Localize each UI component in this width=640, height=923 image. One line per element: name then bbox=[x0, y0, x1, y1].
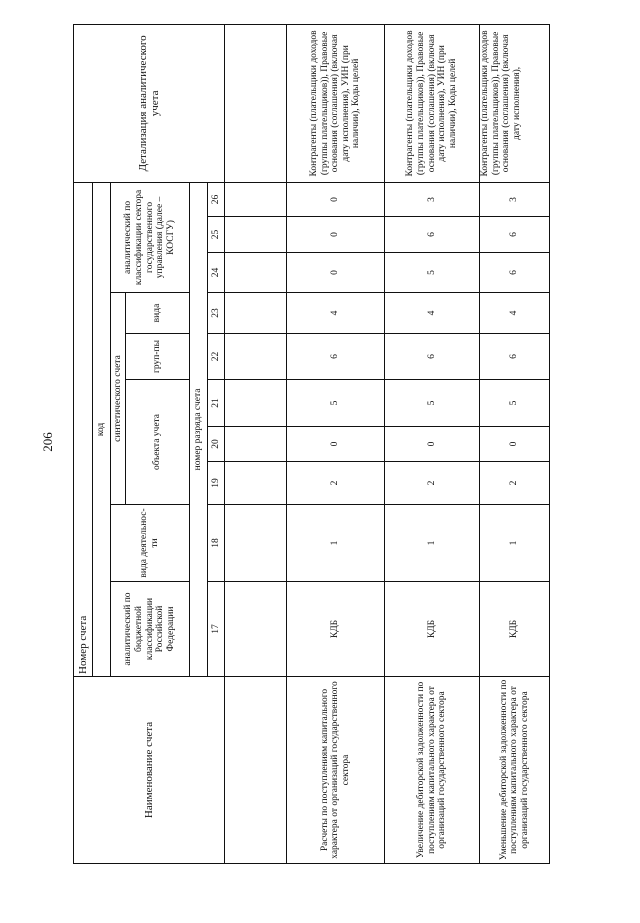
cell-18: 1 bbox=[286, 504, 385, 582]
cell-20: 0 bbox=[384, 426, 480, 462]
row-name: Увеличение дебиторской задолженности по … bbox=[384, 676, 480, 864]
header-kind: вида bbox=[125, 292, 190, 334]
table-row: Расчеты по поступлениям капитального хар… bbox=[286, 24, 385, 864]
cell-25: 6 bbox=[384, 216, 480, 253]
digit-24: 24 bbox=[207, 252, 225, 293]
cell-22: 6 bbox=[286, 333, 385, 380]
accounts-table: Наименование счета Номер счета Детализац… bbox=[73, 24, 550, 864]
cell-21: 5 bbox=[286, 379, 385, 427]
header-group: груп-пы bbox=[125, 333, 190, 380]
cell-17: КДБ bbox=[286, 581, 385, 677]
digit-21: 21 bbox=[207, 379, 225, 427]
cell-26: 3 bbox=[479, 182, 550, 217]
cell-21: 5 bbox=[479, 379, 550, 427]
cell-19: 2 bbox=[479, 461, 550, 505]
cell-21: 5 bbox=[384, 379, 480, 427]
cell-18: 1 bbox=[384, 504, 480, 582]
cell-23: 4 bbox=[384, 292, 480, 334]
digit-22: 22 bbox=[207, 333, 225, 380]
row-detail: Контрагенты (плательщики доходов (группы… bbox=[479, 24, 550, 183]
cell-26: 3 bbox=[384, 182, 480, 217]
cell-23: 4 bbox=[286, 292, 385, 334]
cell-25: 0 bbox=[286, 216, 385, 253]
digit-19: 19 bbox=[207, 461, 225, 505]
digit-23: 23 bbox=[207, 292, 225, 334]
row-detail: Контрагенты (плательщики доходов (группы… bbox=[286, 24, 385, 183]
cell-23: 4 bbox=[479, 292, 550, 334]
row-detail: Контрагенты (плательщики доходов (группы… bbox=[384, 24, 480, 183]
cell-24: 5 bbox=[384, 252, 480, 293]
header-kosgu: аналитический по классификации сектора г… bbox=[110, 182, 190, 293]
header-digit-number: номер разряда счета bbox=[189, 182, 208, 677]
cell-22: 6 bbox=[479, 333, 550, 380]
cell-26: 0 bbox=[286, 182, 385, 217]
page-number: 206 bbox=[40, 432, 55, 452]
header-activity-type: вида деятельнос-ти bbox=[110, 504, 190, 582]
cell-18: 1 bbox=[479, 504, 550, 582]
cell-22: 6 bbox=[384, 333, 480, 380]
table-row: Увеличение дебиторской задолженности по … bbox=[384, 24, 480, 864]
digit-18: 18 bbox=[207, 504, 225, 582]
table-row: Уменьшение дебиторской задолженности по … bbox=[479, 24, 550, 864]
cell-17: КДБ bbox=[479, 581, 550, 677]
cell-19: 2 bbox=[286, 461, 385, 505]
header-account-number: Номер счета bbox=[73, 182, 93, 677]
empty-row bbox=[224, 24, 287, 864]
digit-20: 20 bbox=[207, 426, 225, 462]
header-detail: Детализация аналитического учета bbox=[73, 24, 225, 183]
cell-17: КДБ bbox=[384, 581, 480, 677]
row-name: Уменьшение дебиторской задолженности по … bbox=[479, 676, 550, 864]
digit-25: 25 bbox=[207, 216, 225, 253]
digit-26: 26 bbox=[207, 182, 225, 217]
cell-19: 2 bbox=[384, 461, 480, 505]
header-code: код bbox=[92, 182, 111, 677]
header-budget-class: аналитический по бюджетной классификации… bbox=[110, 581, 190, 677]
header-object: объекта учета bbox=[125, 379, 190, 505]
row-name: Расчеты по поступлениям капитального хар… bbox=[286, 676, 385, 864]
header-synthetic: синтетического счета bbox=[110, 292, 126, 505]
cell-24: 6 bbox=[479, 252, 550, 293]
header-account-name: Наименование счета bbox=[73, 676, 225, 864]
cell-20: 0 bbox=[479, 426, 550, 462]
digit-17: 17 bbox=[207, 581, 225, 677]
cell-24: 0 bbox=[286, 252, 385, 293]
cell-25: 6 bbox=[479, 216, 550, 253]
cell-20: 0 bbox=[286, 426, 385, 462]
